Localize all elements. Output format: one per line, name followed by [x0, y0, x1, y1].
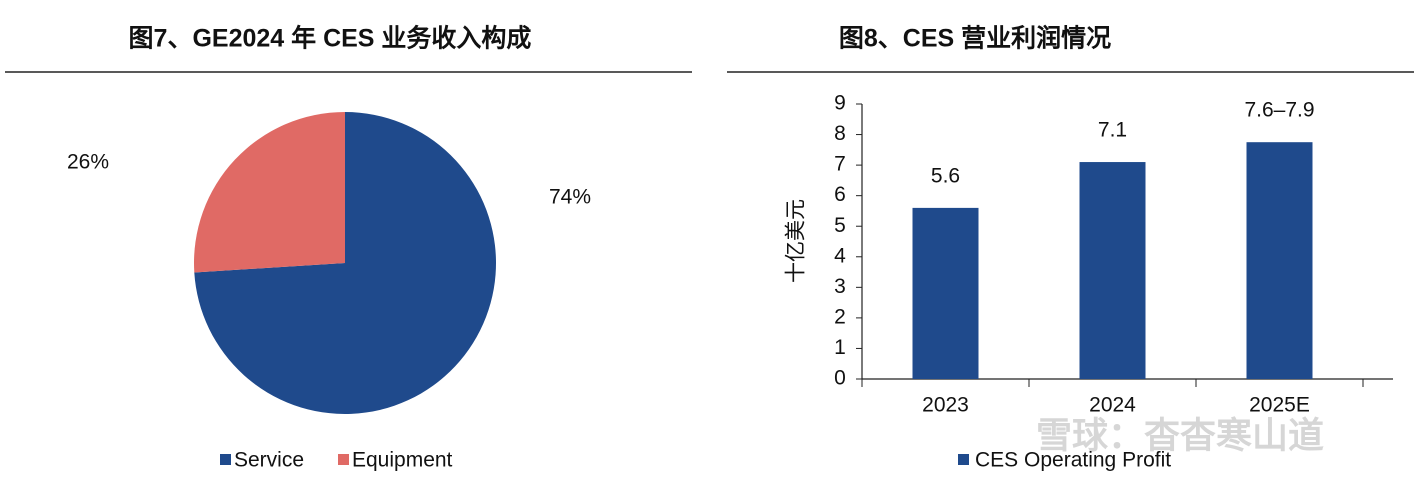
legend-label: Service	[234, 449, 304, 472]
y-tick-label: 4	[834, 244, 846, 267]
y-tick-label: 1	[834, 336, 846, 359]
y-axis-label: 十亿美元	[785, 199, 808, 283]
data-label: 5.6	[931, 164, 960, 187]
data-label: 7.1	[1098, 119, 1127, 142]
chart-title: 图8、CES 营业利润情况	[839, 24, 1111, 53]
chart-title: 图7、GE2024 年 CES 业务收入构成	[129, 24, 532, 53]
y-tick-label: 7	[834, 153, 846, 176]
y-tick-label: 9	[834, 92, 846, 115]
legend-swatch	[220, 454, 231, 465]
y-tick-label: 6	[834, 183, 846, 206]
bar	[912, 207, 979, 379]
x-tick-label: 2023	[922, 394, 969, 417]
y-tick-label: 5	[834, 214, 846, 237]
bar	[1246, 142, 1313, 379]
legend-swatch	[338, 454, 349, 465]
x-tick-label: 2025E	[1249, 394, 1310, 417]
y-tick-label: 0	[834, 367, 846, 390]
x-tick-label: 2024	[1089, 394, 1136, 417]
data-label: 74%	[549, 186, 591, 209]
y-tick-label: 3	[834, 275, 846, 298]
pie-slice	[193, 112, 345, 273]
legend-label: Equipment	[352, 449, 453, 472]
data-label: 7.6–7.9	[1244, 99, 1314, 122]
legend-swatch	[958, 454, 969, 465]
watermark: 雪球：杳杳寒山道	[1036, 415, 1324, 456]
y-tick-label: 8	[834, 122, 846, 145]
pie-slice	[194, 112, 496, 414]
data-label: 26%	[67, 151, 109, 174]
y-tick-label: 2	[834, 305, 846, 328]
bar	[1079, 162, 1146, 379]
legend-label: CES Operating Profit	[975, 449, 1171, 472]
